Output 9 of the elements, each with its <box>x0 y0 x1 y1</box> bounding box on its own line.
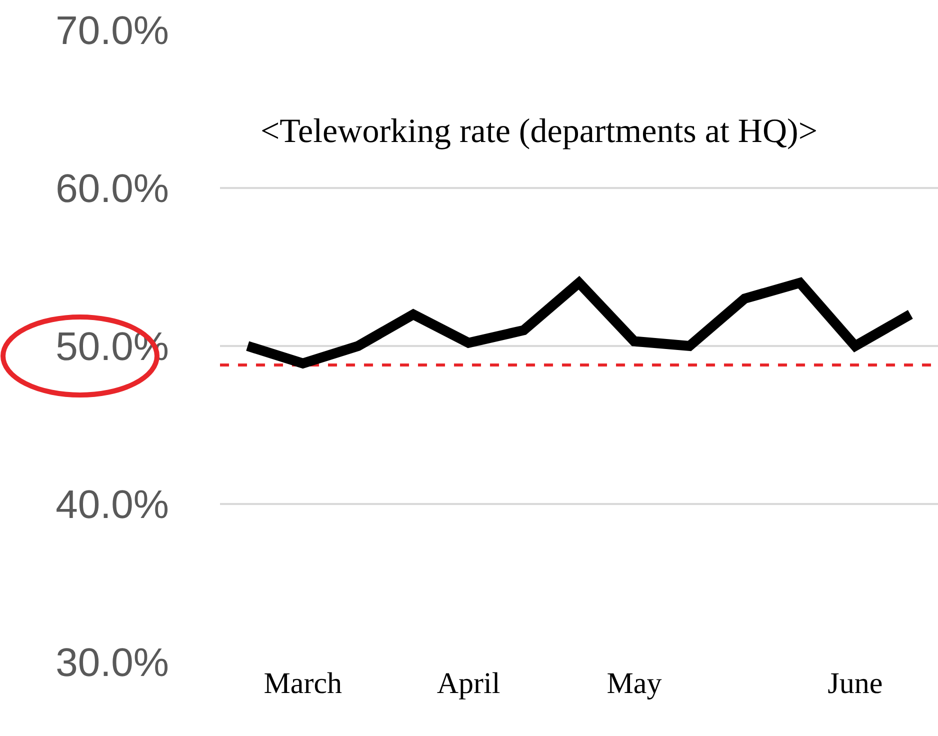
x-tick-label: March <box>264 667 342 700</box>
y-tick-label: 70.0% <box>56 9 169 53</box>
text: <Teleworking rate (departments at HQ)> <box>259 112 819 152</box>
y-tick-label: 60.0% <box>56 167 169 211</box>
x-tick-label: April <box>436 667 500 700</box>
y-tick-label: 30.0% <box>56 641 169 685</box>
y-tick-label: 40.0% <box>56 483 169 527</box>
x-tick-label: May <box>606 667 662 700</box>
x-tick-label: June <box>828 667 883 700</box>
